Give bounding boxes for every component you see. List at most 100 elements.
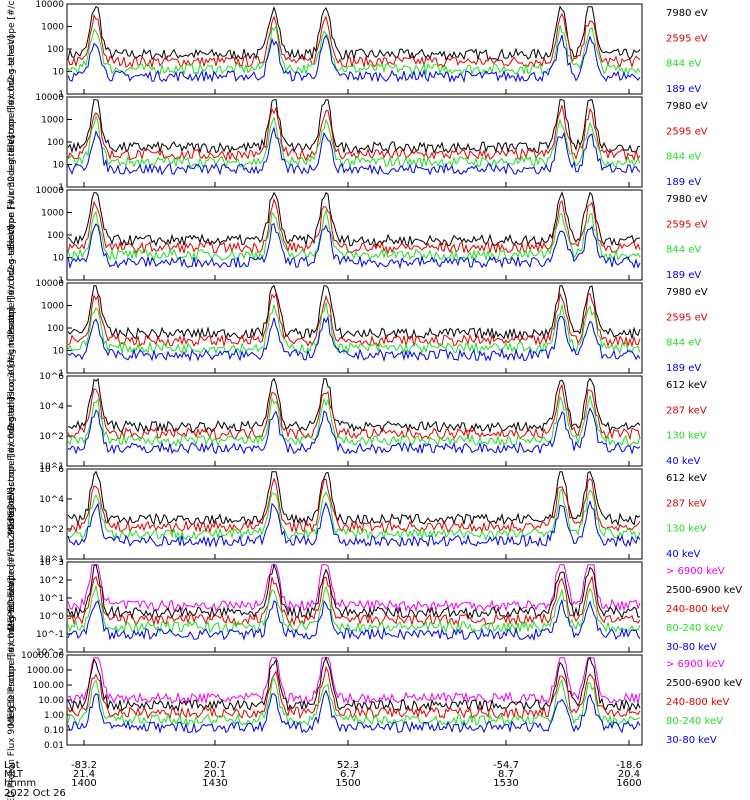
legend-entry: 189 eV bbox=[666, 363, 701, 374]
y-tick-label: 100 bbox=[47, 138, 64, 148]
y-tick-label: 1 bbox=[58, 183, 64, 193]
panel-frame bbox=[66, 375, 643, 467]
series-trace bbox=[67, 407, 641, 455]
series-trace bbox=[67, 395, 641, 448]
y-tick-label: 10000 bbox=[35, 0, 64, 10]
legend-entry: 287 keV bbox=[666, 405, 707, 416]
series-trace bbox=[67, 470, 641, 527]
y-tick-label: 100 bbox=[47, 324, 64, 334]
y-tick-label: 10^3 bbox=[39, 558, 64, 568]
y-tick-label: 10000 bbox=[35, 279, 64, 289]
y-tick-label: 10000 bbox=[35, 186, 64, 196]
series-trace bbox=[67, 114, 641, 169]
y-tick-label: 1000 bbox=[41, 302, 64, 312]
y-axis-label: Electron Flux 30deg telescope [#/cm2-s-s… bbox=[7, 35, 17, 248]
series-trace bbox=[67, 477, 641, 534]
panel-8: 0.01 0.10 1.00 10.00 100.00 1000.00 10000.00 ME… bbox=[7, 578, 742, 800]
y-tick-label: 100.00 bbox=[33, 681, 65, 691]
panel-frame bbox=[66, 468, 643, 560]
legend-entry: 80-240 keV bbox=[666, 623, 723, 634]
legend-entry: 7980 eV bbox=[666, 101, 708, 112]
series-trace bbox=[67, 598, 641, 642]
series-trace bbox=[67, 383, 641, 441]
legend-entry: 240-800 keV bbox=[666, 697, 730, 708]
footer-date: 2022 Oct 26 bbox=[4, 788, 66, 799]
y-tick-label: 10^6 bbox=[39, 465, 64, 475]
legend-entry: 7980 eV bbox=[666, 194, 708, 205]
series-trace bbox=[67, 284, 641, 341]
legend-entry: > 6900 keV bbox=[666, 566, 725, 577]
y-axis-label: MEPED Proton Flux 90deg telescope [#/cm2… bbox=[7, 578, 17, 800]
y-tick-label: 10^1 bbox=[39, 555, 64, 565]
y-tick-label: 10000.00 bbox=[21, 651, 64, 661]
y-tick-label: 1000 bbox=[41, 23, 64, 33]
series-trace bbox=[67, 12, 641, 69]
series-trace bbox=[67, 191, 641, 248]
legend-entry: 40 keV bbox=[666, 456, 700, 467]
y-tick-label: 10.00 bbox=[38, 696, 64, 706]
legend-entry: 7980 eV bbox=[666, 8, 708, 19]
footer-lat-3: -54.7 bbox=[493, 760, 519, 771]
series-trace bbox=[67, 677, 641, 727]
legend-entry: 30-80 keV bbox=[666, 642, 717, 653]
y-tick-label: 0.10 bbox=[44, 726, 64, 736]
series-trace bbox=[67, 564, 641, 613]
panel-4: 1 10 100 1000 10000 Proton Flux 30deg telesco… bbox=[7, 225, 708, 431]
y-axis-label: MEPED Electron Flux 0deg telescope [#/cm… bbox=[7, 307, 17, 535]
legend-entry: 287 keV bbox=[666, 498, 707, 509]
y-axis-label: MEPED Electron Flux 90deg telescope [#/c… bbox=[7, 397, 17, 630]
y-tick-label: 10^2 bbox=[39, 525, 64, 535]
y-tick-label: 10^4 bbox=[39, 495, 64, 505]
series-trace bbox=[67, 222, 641, 270]
y-tick-label: 10^4 bbox=[39, 402, 64, 412]
footer-lat-label: Lat bbox=[4, 760, 20, 771]
footer-mlt-3: 8.7 bbox=[498, 769, 514, 780]
legend-entry: 844 eV bbox=[666, 245, 701, 256]
y-tick-label: 100 bbox=[47, 45, 64, 55]
series-trace bbox=[67, 689, 641, 734]
series-trace bbox=[67, 302, 641, 355]
y-tick-label: 10^2 bbox=[39, 432, 64, 442]
y-tick-label: 1 bbox=[58, 276, 64, 286]
y-tick-label: 10^2 bbox=[39, 576, 64, 586]
y-tick-label: 0.01 bbox=[44, 741, 64, 751]
footer-lat-1: 20.7 bbox=[204, 760, 226, 771]
footer-hhmm-label: hhmm bbox=[4, 778, 36, 789]
legend-entry: 189 eV bbox=[666, 270, 701, 281]
y-tick-label: 1000 bbox=[41, 209, 64, 219]
footer-hhmm-4: 1600 bbox=[616, 778, 641, 789]
panel-6: 10^1 10^2 10^4 10^6 MEPED Electron Flux 90de… bbox=[7, 397, 707, 630]
footer-lat-4: -18.6 bbox=[616, 760, 642, 771]
y-tick-label: 10 bbox=[53, 254, 65, 264]
footer-hhmm-2: 1500 bbox=[335, 778, 360, 789]
series-trace bbox=[67, 656, 641, 713]
y-tick-label: 1000.00 bbox=[27, 666, 64, 676]
footer-hhmm-1: 1430 bbox=[202, 778, 227, 789]
y-tick-label: 1.00 bbox=[44, 711, 64, 721]
legend-entry: 130 keV bbox=[666, 431, 707, 442]
y-tick-label: 10^-1 bbox=[36, 630, 64, 640]
panel-3: 1 10 100 1000 10000 Proton Flux 0deg telescop… bbox=[7, 135, 708, 335]
legend-entry: 612 keV bbox=[666, 380, 707, 391]
legend-entry: 2595 eV bbox=[666, 33, 708, 44]
series-trace bbox=[67, 562, 641, 620]
legend-entry: 844 eV bbox=[666, 59, 701, 70]
panel-2: 1 10 100 1000 10000 Electron Flux 30deg teles… bbox=[7, 35, 708, 248]
panel-frame bbox=[66, 561, 643, 653]
series-trace bbox=[67, 208, 641, 262]
y-tick-label: 10^0 bbox=[39, 612, 64, 622]
y-tick-label: 10000 bbox=[35, 93, 64, 103]
series-trace bbox=[67, 197, 641, 255]
legend-entry: 130 keV bbox=[666, 524, 707, 535]
legend-entry: 844 eV bbox=[666, 152, 701, 163]
footer-mlt-2: 6.7 bbox=[340, 769, 356, 780]
series-trace bbox=[67, 99, 641, 155]
legend-entry: 2500-6900 keV bbox=[666, 585, 742, 596]
panels-group: 1 10 100 1000 10000 Electron Flux 0deg telesc… bbox=[7, 0, 742, 800]
y-tick-label: 1 bbox=[58, 369, 64, 379]
legend-entry: 189 eV bbox=[666, 84, 701, 95]
footer-mlt-label: MLT bbox=[4, 769, 24, 780]
legend-entry: 189 eV bbox=[666, 177, 701, 188]
